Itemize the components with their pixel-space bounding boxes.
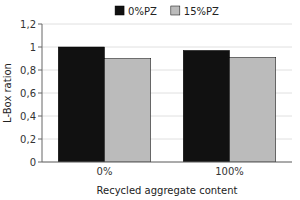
x-axis: 0% 100%	[97, 166, 244, 177]
y-tick-label: 0,6	[20, 88, 36, 99]
legend-swatch	[171, 6, 180, 15]
x-axis-line	[42, 162, 292, 163]
y-tick	[38, 70, 42, 71]
legend-label: 15%PZ	[184, 6, 219, 17]
bars	[58, 47, 276, 162]
x-tick-label: 0%	[97, 166, 113, 177]
y-tick	[38, 116, 42, 117]
chart-container: 0 0,2 0,4 0,6 0,8 1 1,2 0% 100% Recycled aggregat…	[0, 0, 300, 200]
grid	[42, 24, 292, 162]
y-axis-label: L-Box ration	[2, 63, 13, 123]
y-tick-label: 1,2	[20, 19, 36, 30]
y-tick	[38, 139, 42, 140]
legend-item: 15%PZ	[171, 6, 219, 17]
legend-label: 0%PZ	[128, 6, 157, 17]
y-tick-label: 0,2	[20, 134, 36, 145]
y-tick	[38, 47, 42, 48]
y-tick-label: 0	[30, 157, 36, 168]
y-axis: 0 0,2 0,4 0,6 0,8 1 1,2	[20, 19, 42, 168]
legend-swatch	[115, 6, 124, 15]
y-tick	[38, 24, 42, 25]
bar	[230, 57, 276, 162]
grid-line	[42, 24, 292, 25]
x-axis-label: Recycled aggregate content	[97, 185, 238, 196]
y-tick	[38, 93, 42, 94]
bar	[183, 50, 229, 162]
bar	[58, 47, 104, 162]
legend: 0%PZ 15%PZ	[115, 6, 219, 17]
x-tick-label: 100%	[215, 166, 244, 177]
y-tick-label: 0,8	[20, 65, 36, 76]
y-tick	[38, 162, 42, 163]
chart: 0 0,2 0,4 0,6 0,8 1 1,2 0% 100% Recycled aggregat…	[0, 0, 300, 200]
y-tick-label: 0,4	[20, 111, 36, 122]
grid-line	[42, 162, 292, 163]
y-axis-line	[42, 24, 43, 162]
legend-item: 0%PZ	[115, 6, 157, 17]
bar	[105, 59, 151, 163]
y-tick-label: 1	[30, 42, 36, 53]
